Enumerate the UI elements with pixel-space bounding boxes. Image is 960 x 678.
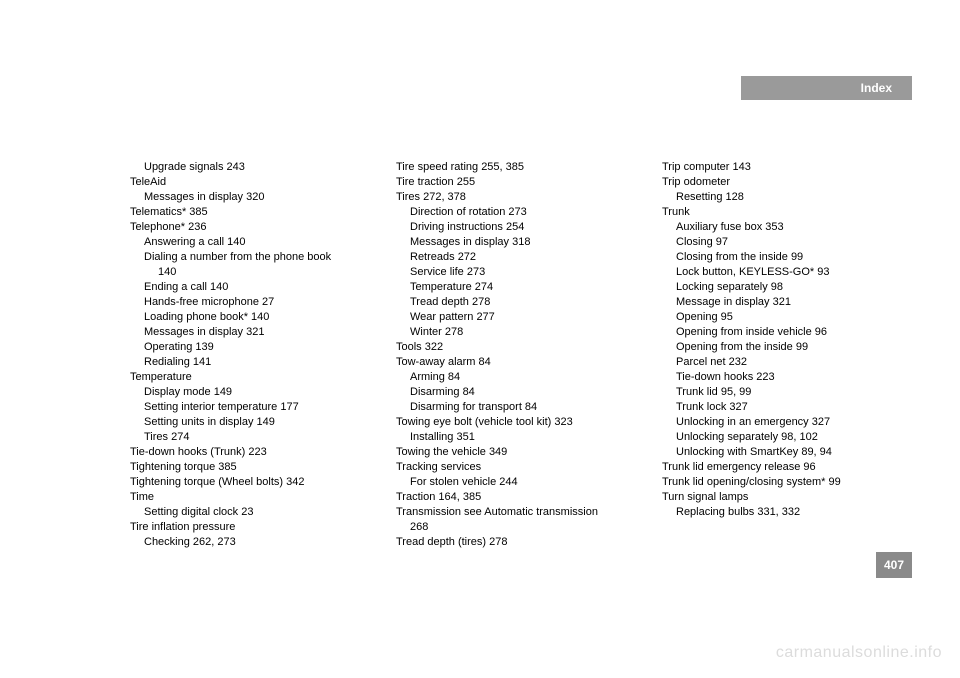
index-entry: Unlocking separately 98, 102	[662, 430, 900, 445]
index-entry: Turn signal lamps	[662, 490, 900, 505]
index-entry: Tools 322	[396, 340, 634, 355]
index-entry: Resetting 128	[662, 190, 900, 205]
index-entry: Installing 351	[396, 430, 634, 445]
index-entry: Temperature	[130, 370, 368, 385]
index-entry: Loading phone book* 140	[130, 310, 368, 325]
watermark: carmanualsonline.info	[776, 644, 942, 662]
index-entry: Messages in display 321	[130, 325, 368, 340]
index-entry: Unlocking in an emergency 327	[662, 415, 900, 430]
index-entry: Message in display 321	[662, 295, 900, 310]
index-entry: Opening 95	[662, 310, 900, 325]
index-entry: Traction 164, 385	[396, 490, 634, 505]
index-entry: Auxiliary fuse box 353	[662, 220, 900, 235]
index-entry: Tires 272, 378	[396, 190, 634, 205]
page-number: 407	[876, 552, 912, 578]
index-entry: Transmission see Automatic transmission	[396, 505, 634, 520]
index-entry: Messages in display 318	[396, 235, 634, 250]
index-entry: Tracking services	[396, 460, 634, 475]
index-entry: Setting interior temperature 177	[130, 400, 368, 415]
index-entry: Replacing bulbs 331, 332	[662, 505, 900, 520]
index-entry: Driving instructions 254	[396, 220, 634, 235]
index-entry: Operating 139	[130, 340, 368, 355]
index-entry: Tightening torque 385	[130, 460, 368, 475]
column-3: Trip computer 143Trip odometerResetting …	[662, 160, 900, 550]
index-entry: Setting digital clock 23	[130, 505, 368, 520]
index-entry: Tow-away alarm 84	[396, 355, 634, 370]
index-entry: For stolen vehicle 244	[396, 475, 634, 490]
index-entry: Tread depth 278	[396, 295, 634, 310]
index-entry: Closing from the inside 99	[662, 250, 900, 265]
column-2: Tire speed rating 255, 385Tire traction …	[396, 160, 634, 550]
header-label: Index	[861, 81, 892, 95]
index-entry: Telephone* 236	[130, 220, 368, 235]
index-entry: Messages in display 320	[130, 190, 368, 205]
index-entry: Trunk lid 95, 99	[662, 385, 900, 400]
index-entry: Telematics* 385	[130, 205, 368, 220]
index-entry: Trip odometer	[662, 175, 900, 190]
index-entry: Towing eye bolt (vehicle tool kit) 323	[396, 415, 634, 430]
index-entry: 140	[130, 265, 368, 280]
index-entry: Parcel net 232	[662, 355, 900, 370]
index-entry: Tightening torque (Wheel bolts) 342	[130, 475, 368, 490]
index-entry: Tire inflation pressure	[130, 520, 368, 535]
index-entry: Tire traction 255	[396, 175, 634, 190]
index-entry: TeleAid	[130, 175, 368, 190]
column-1: Upgrade signals 243TeleAidMessages in di…	[130, 160, 368, 550]
index-entry: Tie-down hooks (Trunk) 223	[130, 445, 368, 460]
index-entry: Tread depth (tires) 278	[396, 535, 634, 550]
index-entry: Trunk	[662, 205, 900, 220]
index-entry: Redialing 141	[130, 355, 368, 370]
index-entry: Tires 274	[130, 430, 368, 445]
index-entry: Trunk lock 327	[662, 400, 900, 415]
index-entry: Towing the vehicle 349	[396, 445, 634, 460]
index-entry: Opening from the inside 99	[662, 340, 900, 355]
index-entry: Upgrade signals 243	[130, 160, 368, 175]
index-entry: Setting units in display 149	[130, 415, 368, 430]
index-entry: Arming 84	[396, 370, 634, 385]
index-entry: Winter 278	[396, 325, 634, 340]
index-entry: Trunk lid opening/closing system* 99	[662, 475, 900, 490]
index-entry: Unlocking with SmartKey 89, 94	[662, 445, 900, 460]
index-entry: Temperature 274	[396, 280, 634, 295]
index-content: Upgrade signals 243TeleAidMessages in di…	[130, 160, 900, 550]
index-entry: Trunk lid emergency release 96	[662, 460, 900, 475]
index-entry: Tie-down hooks 223	[662, 370, 900, 385]
index-entry: Trip computer 143	[662, 160, 900, 175]
index-entry: Lock button, KEYLESS-GO* 93	[662, 265, 900, 280]
index-entry: Dialing a number from the phone book	[130, 250, 368, 265]
index-entry: Time	[130, 490, 368, 505]
index-entry: Wear pattern 277	[396, 310, 634, 325]
index-entry: 268	[396, 520, 634, 535]
index-entry: Disarming 84	[396, 385, 634, 400]
index-entry: Retreads 272	[396, 250, 634, 265]
index-entry: Opening from inside vehicle 96	[662, 325, 900, 340]
index-entry: Display mode 149	[130, 385, 368, 400]
index-entry: Service life 273	[396, 265, 634, 280]
index-entry: Checking 262, 273	[130, 535, 368, 550]
index-entry: Closing 97	[662, 235, 900, 250]
index-entry: Locking separately 98	[662, 280, 900, 295]
index-entry: Ending a call 140	[130, 280, 368, 295]
header-bar: Index	[741, 76, 912, 100]
index-entry: Disarming for transport 84	[396, 400, 634, 415]
index-entry: Answering a call 140	[130, 235, 368, 250]
index-entry: Tire speed rating 255, 385	[396, 160, 634, 175]
index-entry: Direction of rotation 273	[396, 205, 634, 220]
index-entry: Hands-free microphone 27	[130, 295, 368, 310]
